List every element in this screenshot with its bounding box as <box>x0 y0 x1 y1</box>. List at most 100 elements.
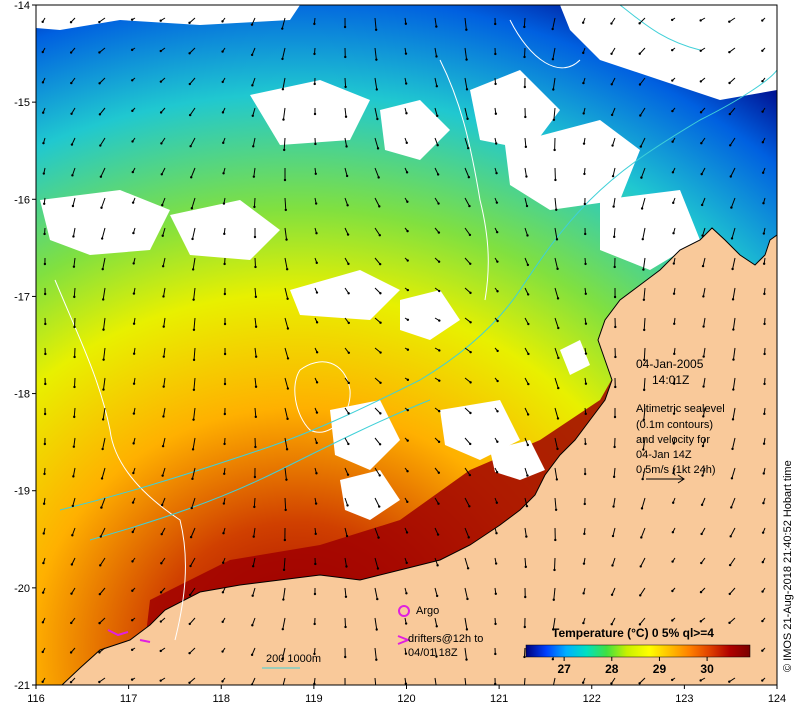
velocity-arrow-head <box>584 292 587 295</box>
velocity-arrow-head <box>98 113 102 116</box>
velocity-arrow <box>282 107 286 120</box>
velocity-arrow-head <box>378 443 382 446</box>
velocity-arrow <box>639 587 646 596</box>
velocity-arrow-head <box>254 295 258 299</box>
velocity-arrow-head <box>376 117 379 121</box>
velocity-arrow <box>284 227 288 240</box>
velocity-arrow-head <box>346 504 349 507</box>
velocity-arrow-head <box>438 409 441 413</box>
velocity-arrow <box>732 257 736 270</box>
velocity-arrow <box>374 17 377 30</box>
velocity-arrow-head <box>130 18 134 21</box>
velocity-arrow <box>73 377 76 387</box>
velocity-arrow-head <box>526 413 530 416</box>
velocity-arrow-head <box>610 113 614 117</box>
velocity-arrow-head <box>378 262 382 266</box>
cloud-mask <box>36 5 777 520</box>
velocity-arrow-head <box>100 477 104 480</box>
velocity-arrow-head <box>732 388 735 391</box>
velocity-arrow-head <box>221 591 225 594</box>
velocity-arrow-head <box>188 82 192 86</box>
velocity-arrow-head <box>702 295 705 298</box>
velocity-arrow <box>284 407 289 419</box>
velocity-arrow <box>374 77 378 90</box>
velocity-arrow <box>99 587 106 595</box>
velocity-arrow-head <box>131 589 134 592</box>
velocity-arrow-head <box>98 20 101 24</box>
velocity-arrow <box>552 47 556 60</box>
velocity-arrow-head <box>43 262 47 266</box>
velocity-arrow-head <box>761 531 765 534</box>
drifter-track <box>139 639 151 643</box>
velocity-arrow <box>729 77 736 84</box>
velocity-arrow-head <box>99 535 102 538</box>
velocity-arrow-head <box>553 148 556 152</box>
velocity-arrow <box>71 527 76 536</box>
velocity-arrow <box>703 347 706 357</box>
velocity-arrow-head <box>435 55 438 58</box>
velocity-arrow-head <box>72 235 75 238</box>
velocity-arrow-head <box>761 171 765 174</box>
y-tick-label: -14 <box>14 0 30 12</box>
x-tick-label: 124 <box>768 693 786 705</box>
velocity-arrow <box>344 587 347 597</box>
velocity-arrow-head <box>496 349 499 353</box>
velocity-arrow <box>344 137 348 147</box>
velocity-arrow-head <box>222 141 225 145</box>
velocity-arrow-head <box>761 19 764 22</box>
velocity-arrow-head <box>42 532 45 535</box>
velocity-arrow <box>99 107 106 115</box>
velocity-arrow <box>374 557 379 569</box>
velocity-arrow <box>639 107 646 116</box>
velocity-arrow <box>639 47 646 55</box>
velocity-arrow-head <box>435 25 438 28</box>
velocity-arrow-head <box>699 19 702 22</box>
velocity-arrow-head <box>583 172 586 176</box>
velocity-arrow-head <box>732 358 735 361</box>
velocity-arrow-head <box>313 112 317 116</box>
velocity-arrow <box>282 587 286 600</box>
velocity-arrow <box>73 257 76 267</box>
velocity-arrow-head <box>102 388 105 391</box>
velocity-arrow <box>189 677 196 684</box>
velocity-arrow <box>639 677 646 684</box>
velocity-arrow-head <box>437 202 440 205</box>
velocity-arrow <box>344 227 349 235</box>
y-tick-label: -18 <box>14 389 30 401</box>
velocity-arrow-head <box>162 355 165 358</box>
velocity-arrow <box>102 437 106 450</box>
velocity-arrow <box>552 677 556 685</box>
velocity-arrow-head <box>672 292 676 295</box>
velocity-arrow <box>103 317 106 330</box>
velocity-arrow-head <box>281 627 285 631</box>
velocity-arrow-head <box>557 386 560 390</box>
velocity-arrow-head <box>98 592 102 596</box>
velocity-arrow <box>102 287 106 300</box>
velocity-arrow-head <box>526 474 529 477</box>
velocity-arrow <box>251 77 256 86</box>
velocity-arrow-head <box>496 410 499 413</box>
velocity-arrow-head <box>72 475 75 478</box>
velocity-arrow-head <box>467 536 470 539</box>
velocity-arrow-head <box>315 411 319 414</box>
velocity-arrow-head <box>700 172 703 176</box>
velocity-arrow-head <box>314 142 317 146</box>
velocity-arrow-head <box>731 267 734 271</box>
date-label: 04-Jan-2005 <box>636 357 704 371</box>
velocity-arrow <box>374 197 380 207</box>
velocity-arrow-head <box>313 622 316 626</box>
velocity-arrow-head <box>404 52 408 55</box>
velocity-arrow <box>251 47 256 56</box>
velocity-arrow-head <box>404 682 408 685</box>
velocity-arrow-head <box>347 442 350 446</box>
velocity-arrow <box>434 557 439 566</box>
velocity-arrow-head <box>465 689 467 691</box>
velocity-arrow-head <box>496 379 499 383</box>
velocity-arrow-head <box>468 473 472 477</box>
velocity-arrow-head <box>131 501 135 504</box>
velocity-arrow-head <box>43 412 47 416</box>
altimetry-line: 04-Jan 14Z <box>636 449 692 461</box>
velocity-arrow <box>554 197 557 210</box>
velocity-arrow-head <box>100 206 103 209</box>
velocity-arrow-head <box>404 82 408 85</box>
